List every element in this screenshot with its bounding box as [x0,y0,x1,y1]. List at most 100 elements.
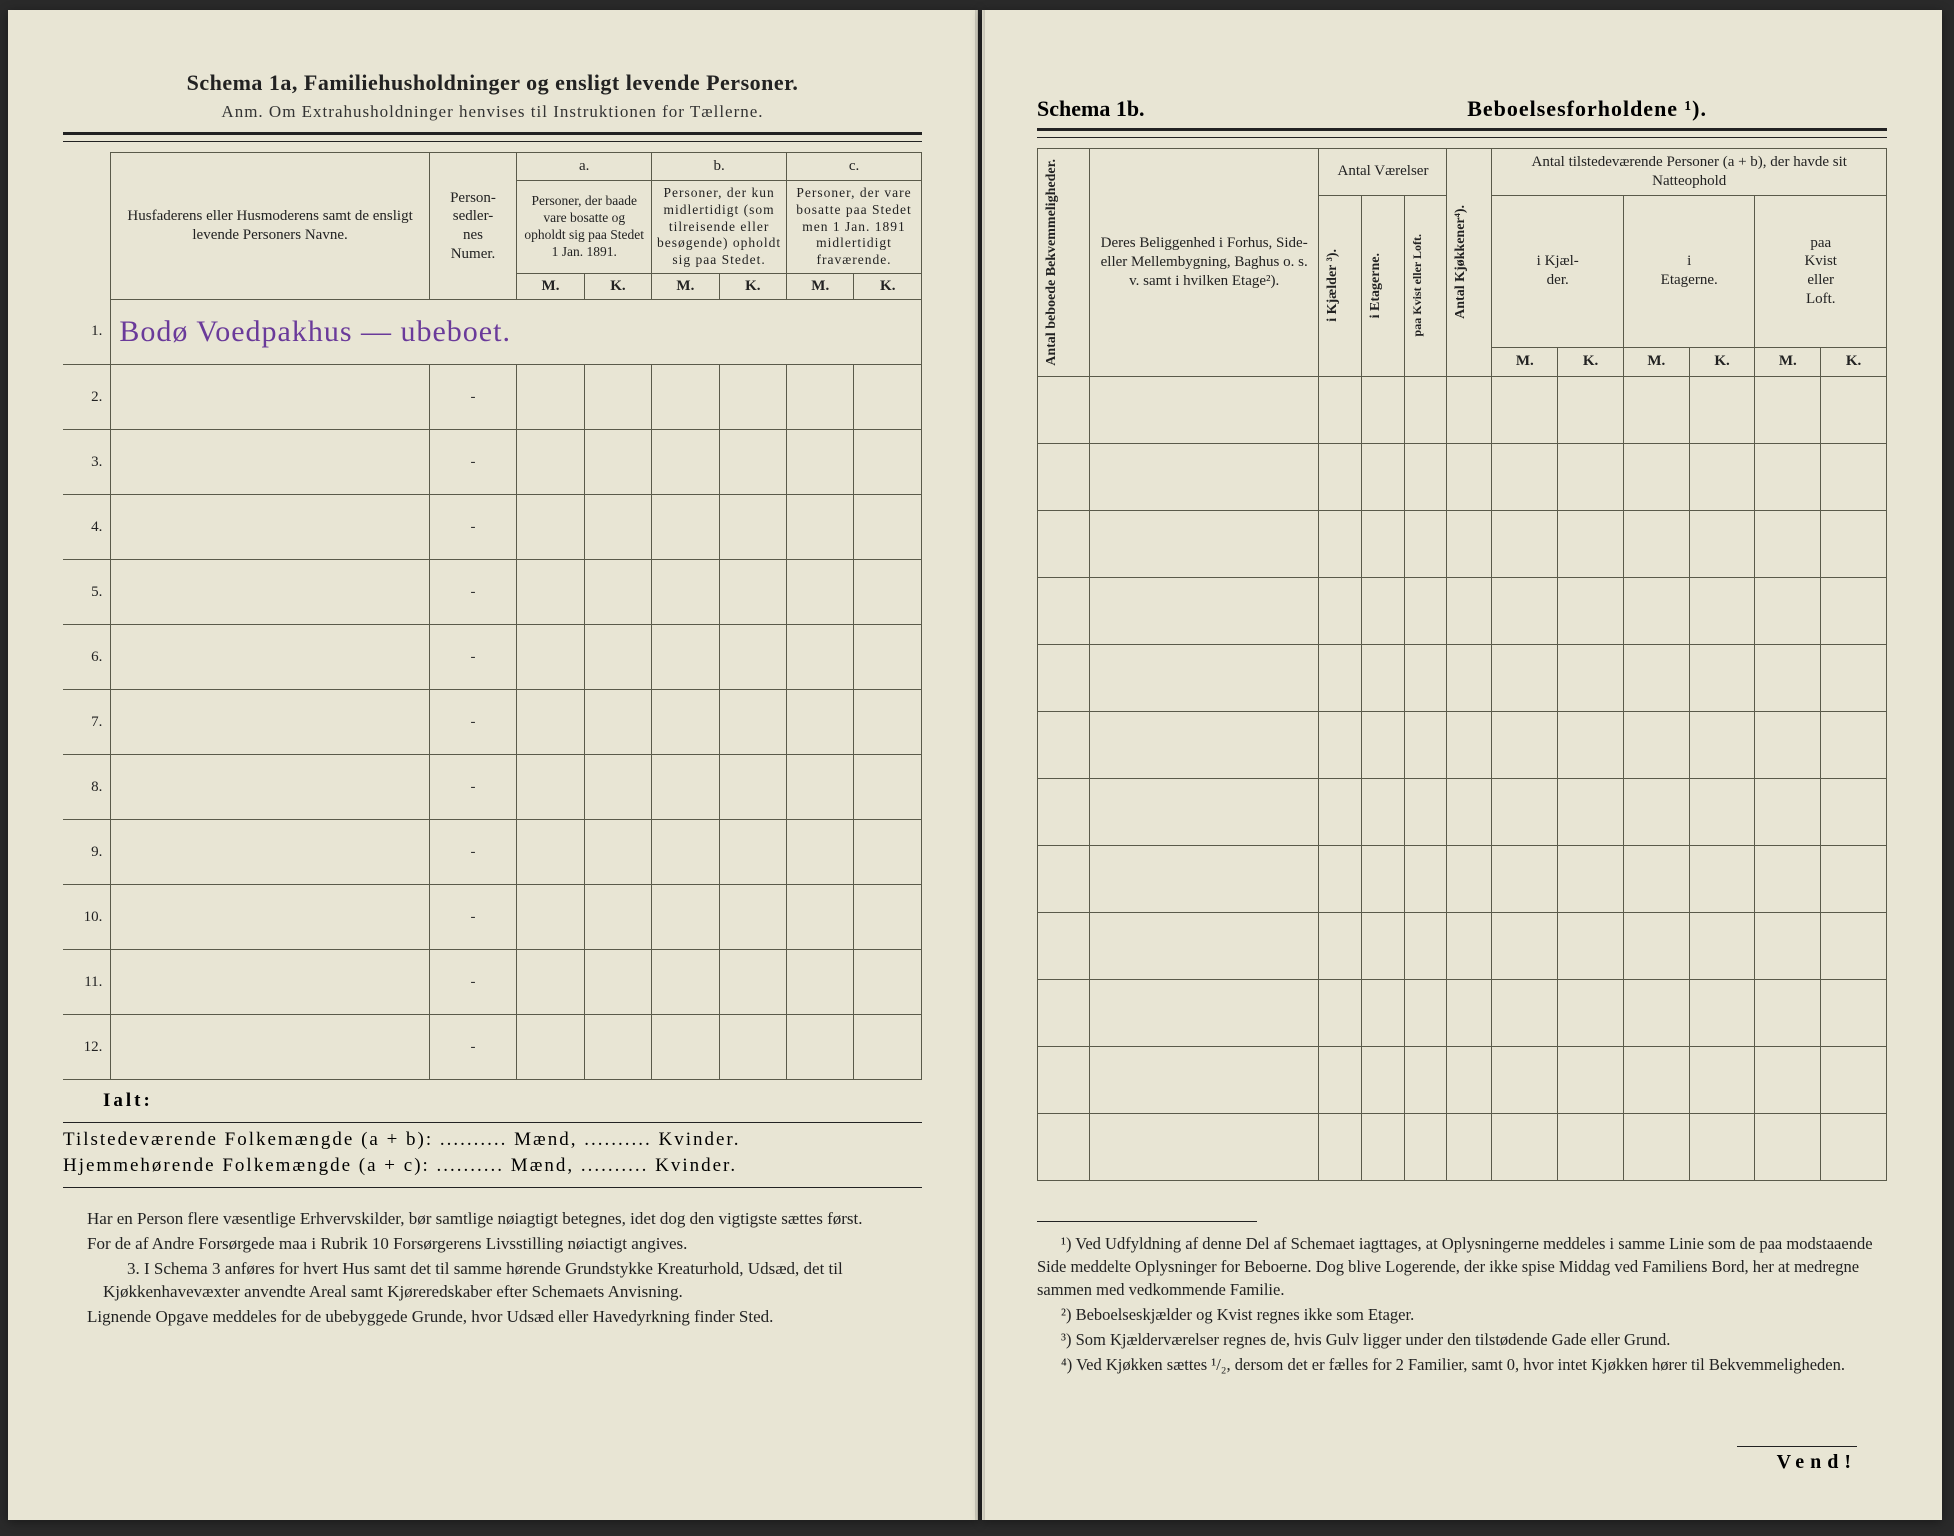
cell [1319,778,1362,845]
row-name [111,560,429,625]
cell [1089,711,1319,778]
cell [1362,510,1405,577]
cell [1404,711,1447,778]
schema-1b-title: Beboelsesforholdene ¹). [1467,96,1707,122]
cell [1089,1113,1319,1180]
cell [1558,912,1624,979]
col-b-m: M. [652,274,719,300]
cell [1492,577,1558,644]
cell [1821,510,1887,577]
note-p1: Har en Person flere væsentlige Erhvervsk… [63,1208,922,1231]
cell [1038,1046,1090,1113]
cell [1089,979,1319,1046]
cell [1755,577,1821,644]
right-footnotes: ¹) Ved Udfyldning af denne Del af Schema… [1037,1221,1887,1377]
cell [1492,376,1558,443]
cell [1492,979,1558,1046]
footnote-3: ³) Som Kjælderværelser regnes de, hvis G… [1037,1328,1887,1351]
cell [1404,1046,1447,1113]
cell [1447,711,1492,778]
cell [1689,443,1755,510]
page-left: Schema 1a, Familiehusholdninger og ensli… [8,10,978,1520]
cell [1623,577,1689,644]
col-c-label: c. [787,153,922,181]
cell [1755,979,1821,1046]
table-row: 10.- [63,885,922,950]
cell [1447,1046,1492,1113]
row-name [111,1015,429,1080]
sub-etagerne: i Etagerne. [1623,195,1755,347]
vend-label: Vend! [1037,1446,1887,1474]
row-numer: - [429,625,517,690]
cell [1319,1046,1362,1113]
cell [1623,1113,1689,1180]
cell [1492,845,1558,912]
row-numer: - [429,495,517,560]
cell [1319,845,1362,912]
cell [1755,778,1821,845]
row-number: 3. [63,430,111,495]
table-row [1038,778,1887,845]
table-row: 1.Bodø Voedpakhus — ubeboet. [63,300,922,365]
note-p2: For de af Andre Forsørgede maa i Rubrik … [63,1233,922,1256]
row-name [111,885,429,950]
schema-1b-table: Antal beboede Bekvemmeligheder. Deres Be… [1037,148,1887,1181]
cell [1038,778,1090,845]
sub-kvist: paa Kvist eller Loft. [1755,195,1887,347]
col-a-k: K. [584,274,651,300]
table-row: 11.- [63,950,922,1015]
cell [1492,1113,1558,1180]
cell [1755,1046,1821,1113]
cell [1821,577,1887,644]
cell [1404,644,1447,711]
table-row: 7.- [63,690,922,755]
book-spine-shadow [975,10,985,1520]
table-row: 9.- [63,820,922,885]
cell [1362,644,1405,711]
cell [1821,443,1887,510]
row-name [111,625,429,690]
cell [1689,510,1755,577]
cell [1623,778,1689,845]
cell [1362,845,1405,912]
cell [1821,644,1887,711]
cell [1755,644,1821,711]
row-name [111,950,429,1015]
cell [1038,510,1090,577]
cell [1447,443,1492,510]
footnote-4: ⁴) Ved Kjøkken sættes ¹/₂, dersom det er… [1037,1353,1887,1376]
cell [1089,376,1319,443]
row-number: 8. [63,755,111,820]
col-a-desc: Personer, der baade vare bosatte og opho… [517,180,652,273]
cell [1492,644,1558,711]
col-b-k: K. [719,274,786,300]
cell [1689,577,1755,644]
cell [1038,376,1090,443]
col-beligg: Deres Beliggenhed i Forhus, Side- eller … [1089,149,1319,377]
cell [1689,778,1755,845]
cell [1623,979,1689,1046]
sum-resident-label: Hjemmehørende Folkemængde (a + c): [63,1155,430,1176]
row-name [111,365,429,430]
row-numer: - [429,885,517,950]
row-numer: - [429,755,517,820]
sub-kjael: i Kjæl- der. [1492,195,1624,347]
cell [1689,979,1755,1046]
cell [1038,443,1090,510]
schema-1a-table: Husfaderens eller Husmoderens samt de en… [63,152,922,1080]
cell [1447,510,1492,577]
cell [1319,376,1362,443]
schema-1b-label: Schema 1b. [1037,96,1145,122]
cell [1319,711,1362,778]
table-row [1038,577,1887,644]
table-row: 2.- [63,365,922,430]
cell [1089,845,1319,912]
cell [1447,912,1492,979]
cell [1689,1046,1755,1113]
cell [1689,376,1755,443]
cell [1404,778,1447,845]
cell [1558,1113,1624,1180]
footnote-1: ¹) Ved Udfyldning af denne Del af Schema… [1037,1232,1887,1301]
col-antal-bekv: Antal beboede Bekvemmeligheder. [1042,153,1061,372]
cell [1362,979,1405,1046]
